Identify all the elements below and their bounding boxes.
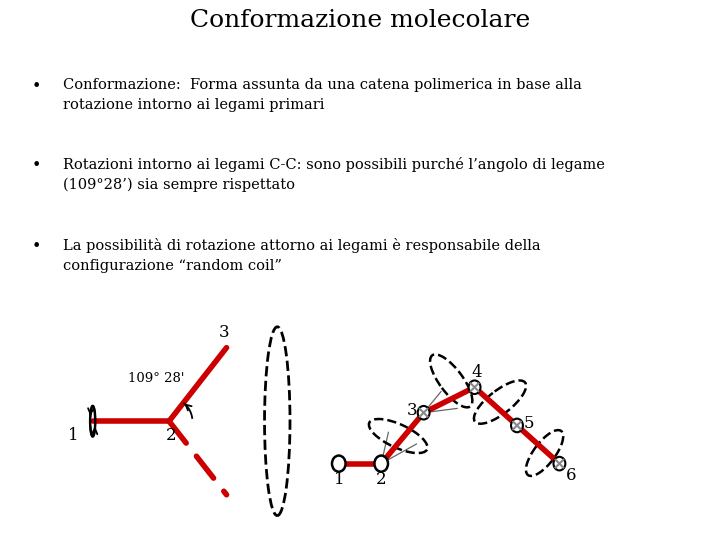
Text: 2: 2 [166,427,176,444]
Text: •: • [32,78,41,95]
Ellipse shape [374,456,388,472]
Text: 2: 2 [376,471,387,488]
Text: Conformazione molecolare: Conformazione molecolare [190,9,530,32]
Text: 109° 28': 109° 28' [128,372,184,385]
Text: •: • [32,238,41,255]
Ellipse shape [332,456,346,472]
Text: •: • [32,157,41,173]
Ellipse shape [554,457,565,470]
Text: Conformazione:  Forma assunta da una catena polimerica in base alla
rotazione in: Conformazione: Forma assunta da una cate… [63,78,582,112]
Ellipse shape [469,381,480,394]
Text: La possibilità di rotazione attorno ai legami è responsabile della
configurazion: La possibilità di rotazione attorno ai l… [63,238,541,273]
Text: 6: 6 [566,467,577,484]
Text: 3: 3 [219,324,230,341]
Text: 3: 3 [407,402,417,419]
Text: Rotazioni intorno ai legami C-C: sono possibili purché l’angolo di legame
(109°2: Rotazioni intorno ai legami C-C: sono po… [63,157,605,192]
Text: 1: 1 [333,471,344,488]
Text: 4: 4 [472,364,482,381]
Text: 5: 5 [523,415,534,432]
Ellipse shape [511,418,523,432]
Text: 1: 1 [68,427,79,444]
Ellipse shape [418,406,430,420]
